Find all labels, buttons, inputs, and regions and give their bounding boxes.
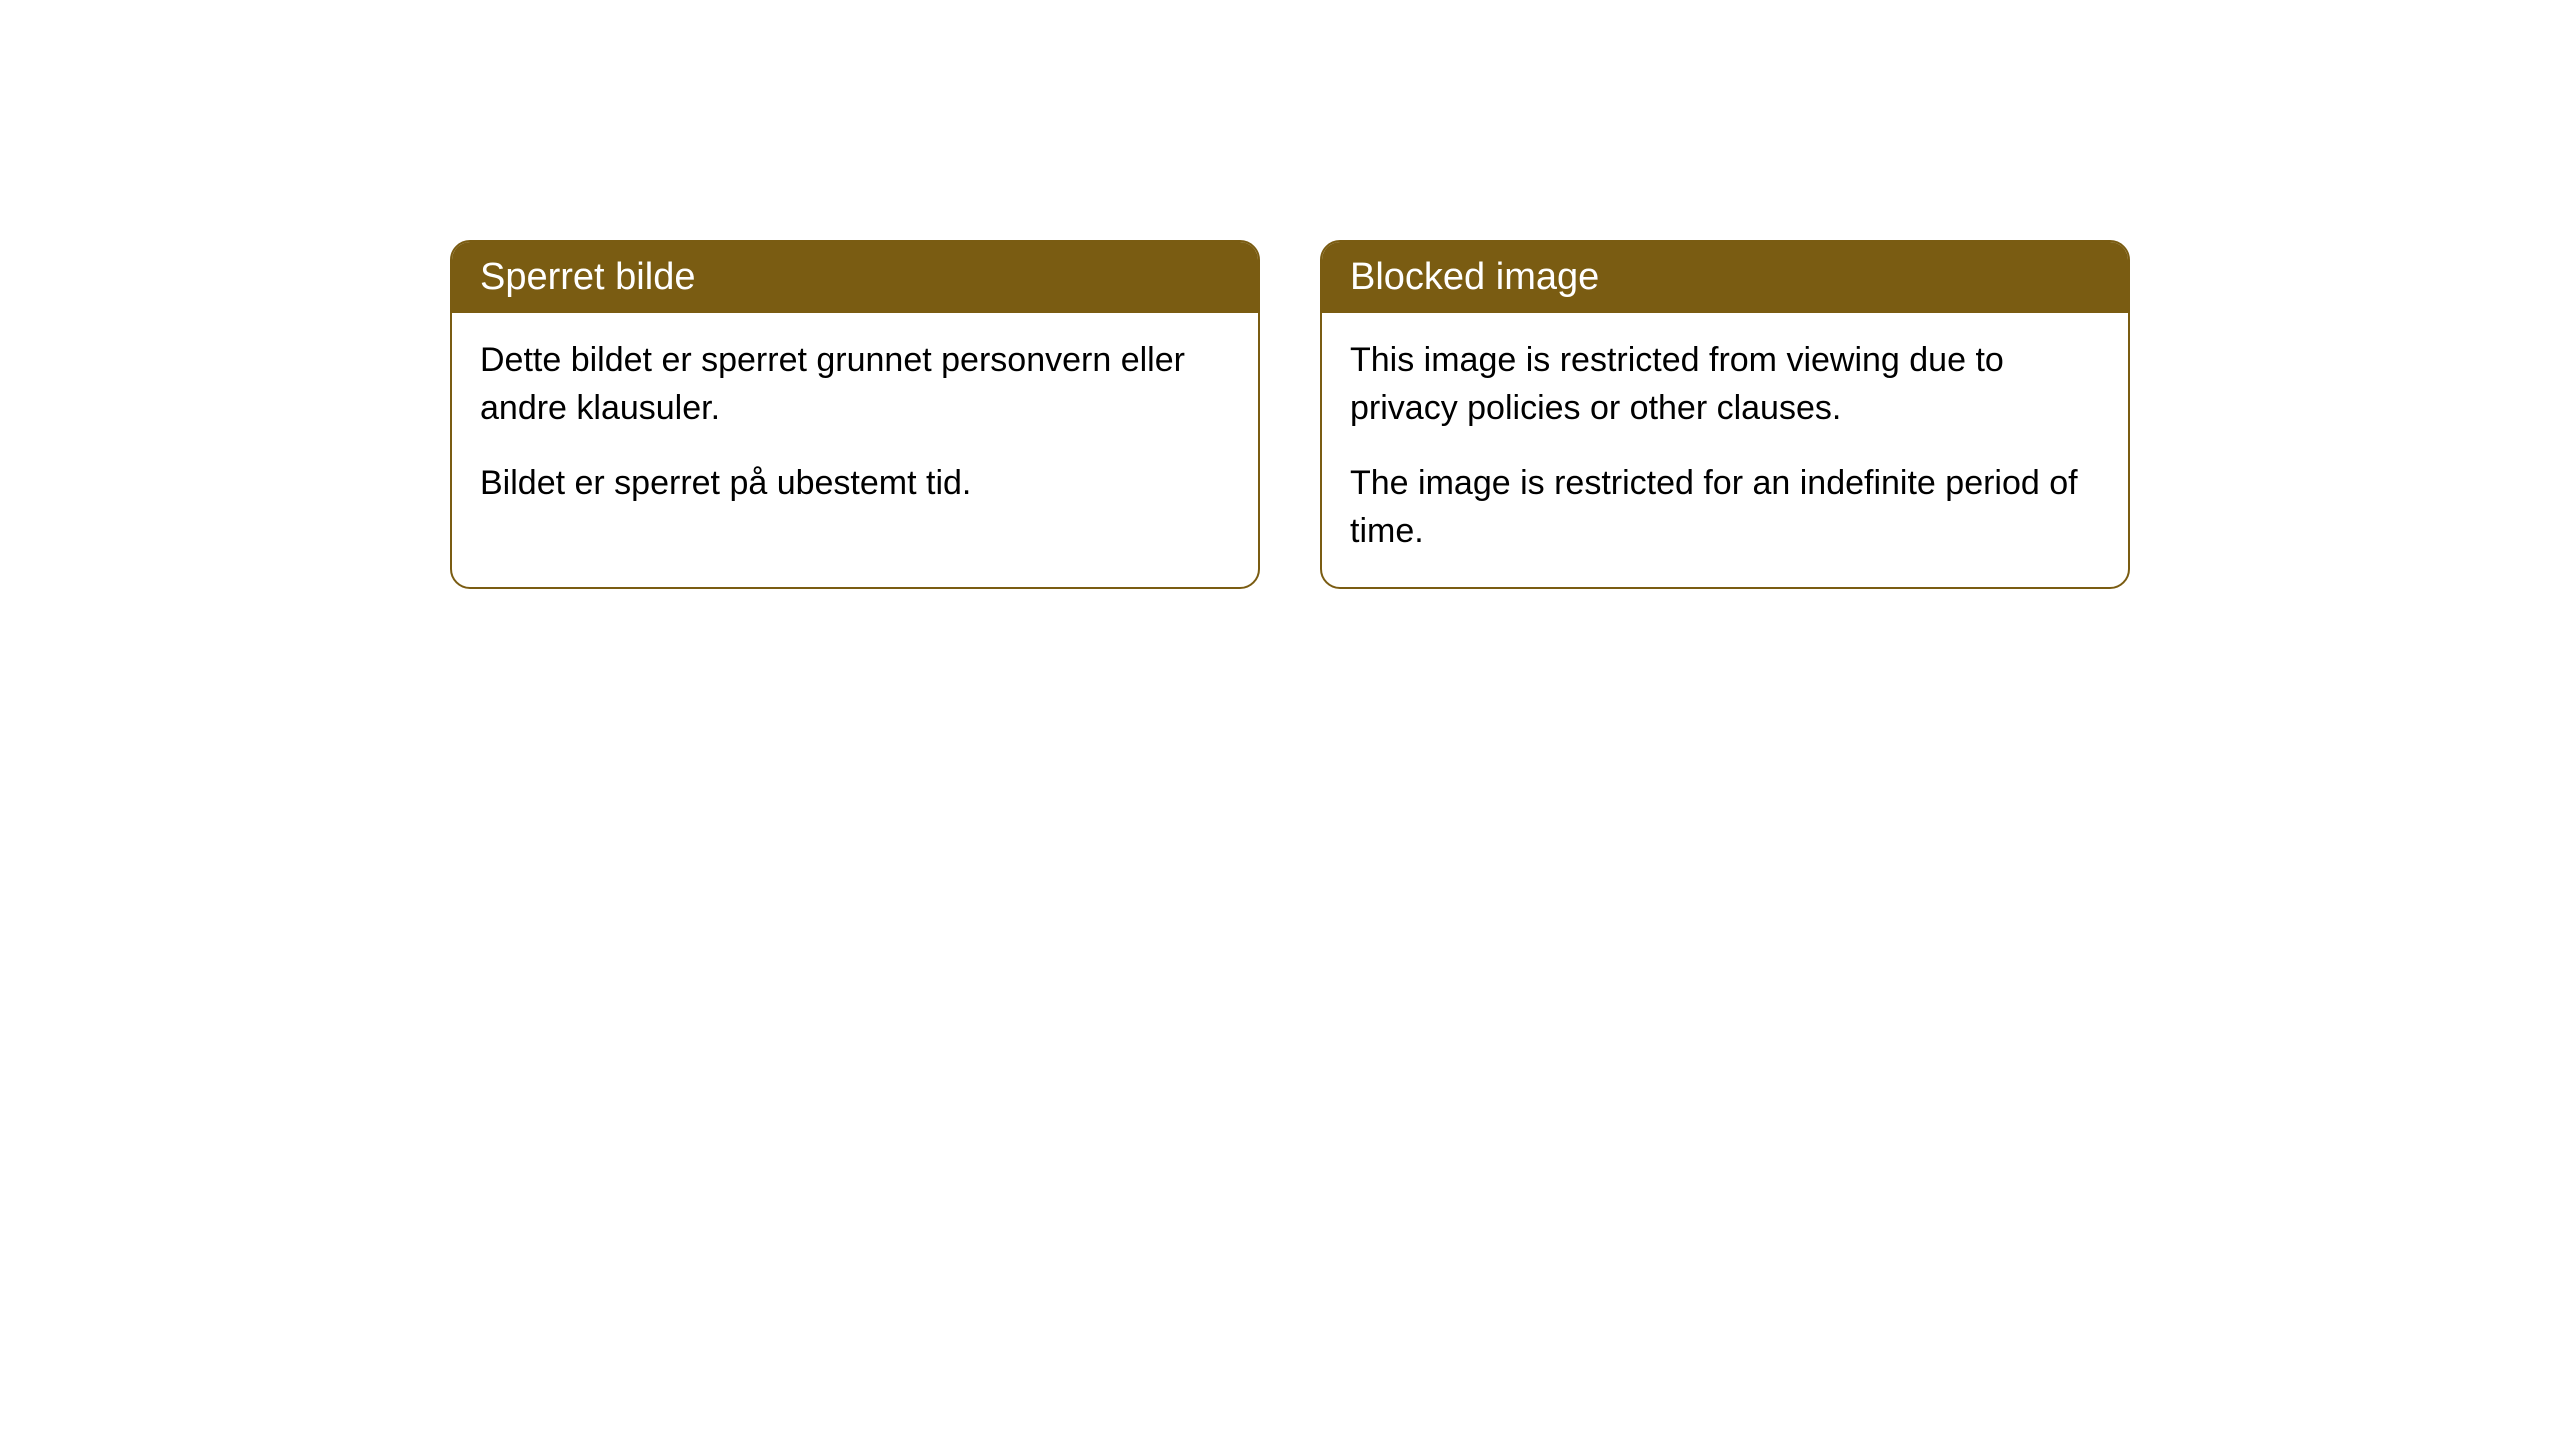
notice-text-english-2: The image is restricted for an indefinit… bbox=[1350, 460, 2100, 555]
card-header-norwegian: Sperret bilde bbox=[452, 242, 1258, 313]
card-title-norwegian: Sperret bilde bbox=[480, 256, 695, 298]
notice-text-norwegian-1: Dette bildet er sperret grunnet personve… bbox=[480, 337, 1230, 432]
blocked-image-card-english: Blocked image This image is restricted f… bbox=[1320, 240, 2130, 589]
notice-cards-container: Sperret bilde Dette bildet er sperret gr… bbox=[450, 240, 2130, 589]
card-body-english: This image is restricted from viewing du… bbox=[1322, 313, 2128, 587]
notice-text-english-1: This image is restricted from viewing du… bbox=[1350, 337, 2100, 432]
notice-text-norwegian-2: Bildet er sperret på ubestemt tid. bbox=[480, 460, 1230, 508]
card-title-english: Blocked image bbox=[1350, 256, 1599, 298]
card-header-english: Blocked image bbox=[1322, 242, 2128, 313]
card-body-norwegian: Dette bildet er sperret grunnet personve… bbox=[452, 313, 1258, 540]
blocked-image-card-norwegian: Sperret bilde Dette bildet er sperret gr… bbox=[450, 240, 1260, 589]
